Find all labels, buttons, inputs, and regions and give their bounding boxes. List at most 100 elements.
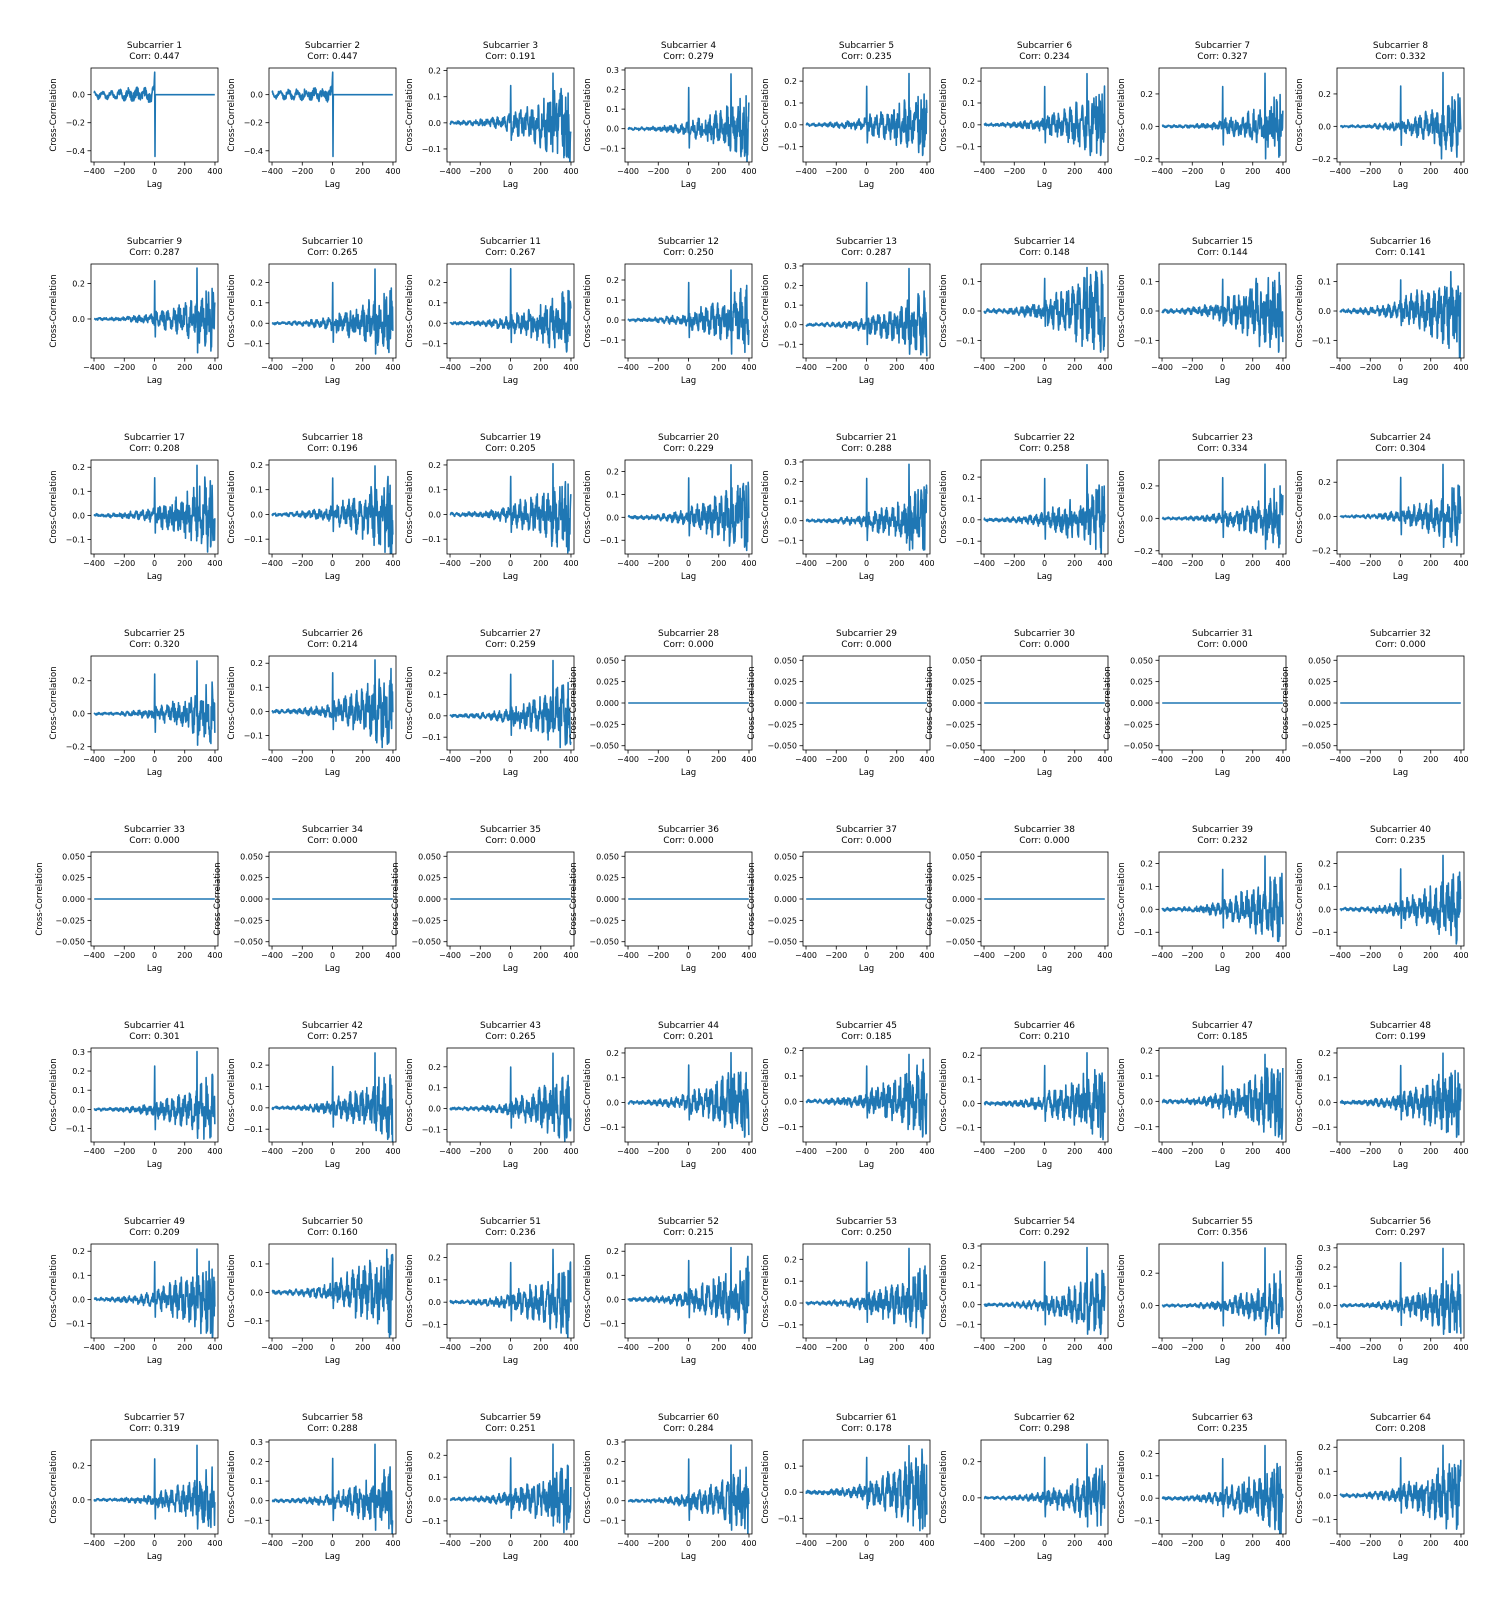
subplot-title: Subcarrier 40 [1370, 825, 1431, 835]
y-tick-label: 0.0 [250, 1497, 263, 1506]
x-tick-label: −200 [647, 1343, 669, 1352]
x-tick-label: 400 [741, 167, 756, 176]
x-tick-label: 400 [207, 1147, 222, 1156]
y-tick-label: 0.2 [250, 461, 263, 470]
subplot-corr-label: Corr: 0.327 [1197, 52, 1248, 62]
x-axis-label: Lag [1215, 1552, 1230, 1562]
x-tick-label: 400 [563, 1147, 578, 1156]
y-axis-label: Cross-Correlation [405, 1450, 415, 1523]
x-axis-label: Lag [325, 1356, 340, 1366]
x-tick-label: −400 [1151, 1147, 1173, 1156]
y-tick-label: −0.1 [778, 1321, 797, 1330]
cross-correlation-line [805, 1053, 928, 1138]
subplot-title: Subcarrier 31 [1192, 629, 1253, 639]
x-tick-label: −200 [469, 559, 491, 568]
subplot-corr-label: Corr: 0.000 [841, 640, 892, 650]
subplot-corr-label: Corr: 0.267 [485, 248, 536, 258]
y-tick-label: −0.1 [956, 537, 975, 546]
subplot-title: Subcarrier 13 [836, 237, 897, 247]
y-tick-label: 0.2 [606, 1049, 619, 1058]
y-tick-label: 0.2 [428, 278, 441, 287]
x-tick-label: −200 [113, 1539, 135, 1548]
y-tick-label: 0.1 [606, 1074, 619, 1083]
subplot-title: Subcarrier 41 [124, 1021, 185, 1031]
x-tick-label: 200 [1067, 755, 1082, 764]
x-tick-label: 0 [686, 167, 691, 176]
x-axis-label: Lag [325, 768, 340, 778]
y-tick-label: −0.2 [1134, 155, 1153, 164]
y-tick-label: 0.0 [784, 1097, 797, 1106]
x-tick-label: 400 [207, 951, 222, 960]
y-axis-label: Cross-Correlation [761, 1450, 771, 1523]
x-axis-label: Lag [859, 964, 874, 974]
x-axis-label: Lag [1393, 180, 1408, 190]
x-tick-label: 400 [385, 363, 400, 372]
y-tick-label: 0.2 [962, 1262, 975, 1271]
x-tick-label: 200 [1423, 167, 1438, 176]
y-axis-label: Cross-Correlation [213, 862, 223, 935]
x-tick-label: 0 [864, 1539, 869, 1548]
x-tick-label: −200 [113, 559, 135, 568]
y-tick-label: −0.1 [600, 336, 619, 345]
y-tick-label: 0.1 [962, 278, 975, 287]
x-tick-label: 200 [355, 951, 370, 960]
subplot-corr-label: Corr: 0.288 [307, 1424, 358, 1434]
y-tick-label: 0.1 [428, 486, 441, 495]
y-axis-label: Cross-Correlation [583, 274, 593, 347]
x-axis-label: Lag [1037, 768, 1052, 778]
x-tick-label: −400 [439, 1147, 461, 1156]
x-tick-label: 400 [385, 167, 400, 176]
y-axis-label: Cross-Correlation [49, 1450, 59, 1523]
x-tick-label: 200 [1245, 951, 1260, 960]
subplot-corr-label: Corr: 0.210 [1019, 1032, 1070, 1042]
y-axis-label: Cross-Correlation [1117, 1058, 1127, 1131]
y-tick-label: 0.2 [1318, 90, 1331, 99]
y-tick-label: −0.025 [411, 916, 441, 925]
subplot-corr-label: Corr: 0.265 [307, 248, 358, 258]
x-tick-label: −200 [825, 1343, 847, 1352]
x-tick-label: 200 [177, 1343, 192, 1352]
y-axis-label: Cross-Correlation [761, 274, 771, 347]
y-tick-label: 0.1 [428, 1084, 441, 1093]
x-tick-label: 400 [1275, 363, 1290, 372]
y-tick-label: 0.1 [606, 296, 619, 305]
x-tick-label: 0 [864, 363, 869, 372]
x-tick-label: 400 [563, 951, 578, 960]
x-tick-label: 400 [919, 167, 934, 176]
cross-correlation-line [449, 1248, 572, 1338]
subplot-title: Subcarrier 18 [302, 433, 363, 443]
x-tick-label: −400 [83, 559, 105, 568]
y-axis-label: Cross-Correlation [405, 666, 415, 739]
y-tick-label: 0.0 [606, 1497, 619, 1506]
y-tick-label: −0.050 [1301, 742, 1331, 751]
y-tick-label: −0.1 [956, 336, 975, 345]
y-tick-label: 0.1 [606, 490, 619, 499]
x-tick-label: −200 [291, 1147, 313, 1156]
x-tick-label: −400 [973, 559, 995, 568]
y-axis-label: Cross-Correlation [747, 666, 757, 739]
x-tick-label: 0 [330, 363, 335, 372]
cross-correlation-line [805, 463, 928, 551]
y-tick-label: 0.050 [952, 852, 975, 861]
x-tick-label: −200 [647, 559, 669, 568]
x-tick-label: 400 [385, 559, 400, 568]
x-tick-label: 0 [1220, 755, 1225, 764]
x-tick-label: 0 [1042, 363, 1047, 372]
y-axis-label: Cross-Correlation [227, 1450, 237, 1523]
x-tick-label: −400 [617, 559, 639, 568]
y-axis-label: Cross-Correlation [405, 1254, 415, 1327]
y-axis-label: Cross-Correlation [1295, 1450, 1305, 1523]
x-tick-label: 0 [1042, 167, 1047, 176]
x-tick-label: 0 [1398, 559, 1403, 568]
x-tick-label: −400 [617, 1343, 639, 1352]
y-tick-label: −0.2 [244, 119, 263, 128]
x-tick-label: 400 [1453, 1343, 1468, 1352]
subplot-corr-label: Corr: 0.000 [1197, 640, 1248, 650]
x-tick-label: 0 [1220, 559, 1225, 568]
x-tick-label: 0 [1042, 1147, 1047, 1156]
y-tick-label: −0.2 [1312, 547, 1331, 556]
